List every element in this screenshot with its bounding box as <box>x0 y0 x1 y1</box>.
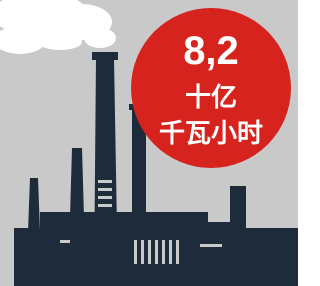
infographic: 8,2 十亿 千瓦小时 <box>0 0 298 286</box>
badge-unit-line2: 千瓦小时 <box>159 118 263 148</box>
page: {"badge": {"value": "8,2", "unit_line1":… <box>0 0 298 286</box>
badge-value: 8,2 <box>183 29 239 73</box>
smoke <box>0 0 116 54</box>
badge-unit-line1: 十亿 <box>185 82 237 112</box>
